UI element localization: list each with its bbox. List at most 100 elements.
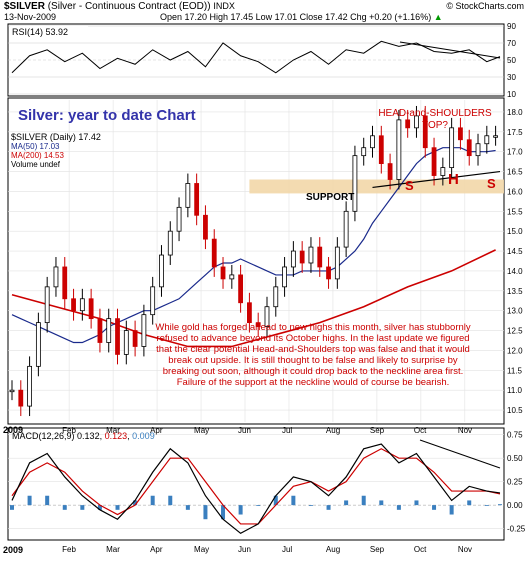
symbol-description: (Silver - Continuous Contract (EOD)) — [47, 1, 211, 12]
exchange-label: INDX — [213, 1, 235, 11]
price-candle — [282, 266, 287, 288]
price-tick-label: 11.0 — [507, 386, 523, 395]
month-label: Jul — [282, 426, 292, 435]
price-candle — [159, 254, 164, 288]
macd-year-label: 2009 — [3, 545, 24, 555]
rsi-tick-label: 30 — [507, 73, 516, 82]
month-label: Sep — [370, 545, 385, 554]
month-label: Mar — [106, 426, 120, 435]
price-candle — [44, 286, 50, 324]
month-label: May — [194, 426, 209, 435]
price-candle — [378, 135, 384, 165]
month-label: May — [194, 545, 209, 554]
price-candle — [458, 127, 463, 141]
price-candle — [466, 139, 472, 157]
macd-histogram-bar — [361, 495, 366, 506]
price-candle — [370, 135, 375, 149]
price-candle — [53, 266, 59, 288]
macd-histogram-bar — [168, 495, 173, 506]
macd-histogram-bar — [344, 500, 349, 506]
macd-histogram-bar — [273, 495, 278, 506]
price-candle — [475, 143, 481, 157]
month-label: Jun — [238, 426, 251, 435]
month-label: Mar — [106, 545, 120, 554]
price-candle — [493, 135, 499, 138]
month-label: Apr — [150, 545, 163, 554]
macd-tick-label: 0.75 — [507, 431, 523, 440]
legend-symbol: $SILVER (Daily) 17.42 — [11, 132, 101, 142]
neckline — [372, 170, 501, 189]
price-tick-label: 12.0 — [507, 346, 523, 355]
price-candle — [396, 119, 402, 180]
price-tick-label: 15.0 — [507, 227, 523, 236]
brand-label: © StockCharts.com — [446, 1, 524, 11]
macd-label: MACD(12,26,9) 0.132, 0.123, 0.009 — [12, 431, 155, 441]
price-panel — [7, 97, 505, 425]
ma50-line — [11, 147, 496, 344]
price-candle — [361, 147, 367, 157]
rsi-tick-label: 50 — [507, 56, 516, 65]
macd-tick-label: 0.00 — [507, 501, 523, 510]
price-candle — [167, 230, 173, 256]
price-candle — [414, 115, 419, 129]
macd-histogram-bar — [498, 504, 502, 506]
macd-histogram-bar — [326, 505, 331, 510]
price-candle — [352, 155, 358, 212]
macd-histogram-bar — [10, 505, 14, 510]
price-candle — [387, 163, 393, 180]
macd-histogram-bar — [45, 495, 50, 506]
price-candle — [27, 365, 32, 407]
price-tick-label: 14.5 — [507, 247, 523, 256]
macd-panel — [7, 427, 505, 541]
macd-histogram-bar — [115, 505, 120, 510]
price-candle — [62, 266, 68, 300]
month-label: Feb — [62, 545, 76, 554]
rsi-tick-label: 90 — [507, 22, 516, 31]
macd-line — [11, 443, 501, 535]
rsi-tick-label: 70 — [507, 39, 516, 48]
macd-histogram-bar — [27, 495, 32, 506]
price-candle — [317, 246, 323, 268]
price-tick-label: 17.5 — [507, 128, 523, 137]
price-candle — [449, 127, 455, 168]
macd-histogram-bar — [379, 500, 384, 506]
price-candle — [229, 274, 235, 280]
price-candle — [176, 206, 182, 232]
hist-value: 0.009 — [132, 431, 155, 441]
price-candle — [9, 389, 15, 393]
price-candle — [185, 183, 191, 208]
price-candle — [405, 119, 411, 129]
price-candle — [326, 266, 331, 280]
month-label: Aug — [326, 545, 340, 554]
price-candle — [150, 286, 156, 316]
date-label: 13-Nov-2009 — [4, 12, 57, 22]
support-label: SUPPORT — [306, 192, 355, 203]
price-tick-label: 18.0 — [507, 108, 523, 117]
month-label: Jul — [282, 545, 292, 554]
price-candle — [220, 266, 226, 280]
price-candle — [211, 238, 217, 268]
price-candle — [299, 250, 305, 264]
right-shoulder-label: S — [487, 176, 496, 191]
month-label: Feb — [62, 426, 76, 435]
price-candle — [141, 314, 147, 347]
price-tick-label: 12.5 — [507, 327, 523, 336]
month-label: Aug — [326, 426, 340, 435]
price-candle — [255, 322, 261, 327]
macd-histogram-bar — [80, 505, 85, 510]
price-tick-label: 13.5 — [507, 287, 523, 296]
price-candle — [132, 330, 138, 347]
price-tick-label: 15.5 — [507, 207, 523, 216]
macd-divergence-line — [419, 439, 501, 469]
price-tick-label: 10.5 — [507, 406, 523, 415]
macd-histogram-bar — [238, 505, 243, 515]
price-candle — [35, 322, 41, 367]
macd-histogram-bar — [203, 505, 208, 520]
head-label: H — [448, 171, 459, 188]
price-candle — [88, 298, 94, 320]
macd-histogram-bar — [308, 505, 313, 506]
rsi-divergence-line — [399, 41, 501, 59]
macd-histogram-bar — [150, 495, 155, 506]
macd-histogram-bar — [221, 505, 226, 520]
